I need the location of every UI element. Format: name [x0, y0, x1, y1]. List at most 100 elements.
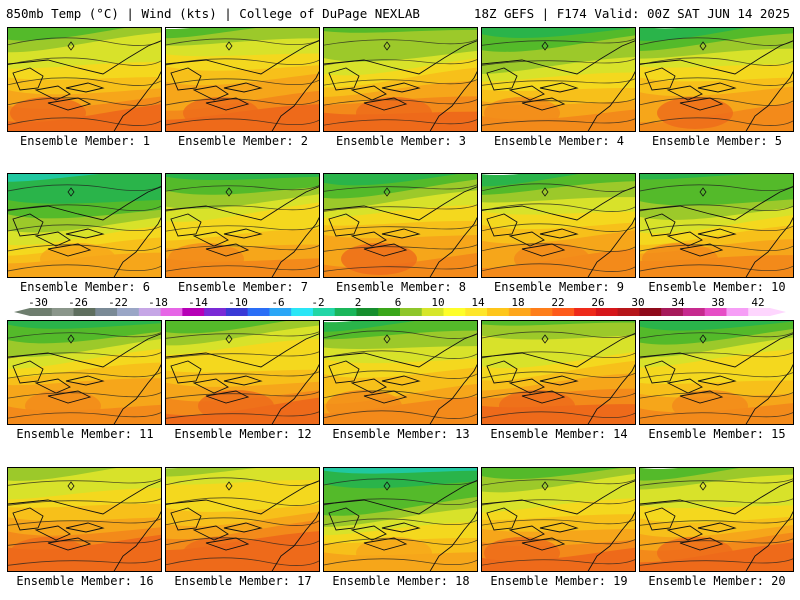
coastline — [745, 216, 793, 277]
wind-streamline — [166, 58, 319, 66]
colorbar-tick-label: 14 — [471, 296, 485, 309]
lake-outline — [350, 85, 387, 101]
wind-streamline — [324, 498, 477, 506]
border-line — [482, 186, 635, 221]
map-panel — [639, 173, 794, 278]
panel-label: Ensemble Member: 5 — [651, 134, 783, 148]
lake-outline — [539, 82, 579, 93]
wind-streamline — [324, 350, 477, 359]
lake-outline — [486, 360, 518, 384]
colorbar-segment — [204, 308, 227, 316]
border-line — [324, 40, 477, 75]
lake-outline — [644, 213, 676, 237]
station-marker — [541, 334, 549, 344]
wind-streamline — [166, 245, 319, 252]
wind-streamline — [8, 77, 161, 86]
lake-outline — [350, 525, 387, 541]
colorbar-segment — [465, 308, 488, 316]
wind-streamline — [482, 479, 635, 486]
colorbar-segment — [160, 308, 183, 316]
lake-outline — [34, 378, 71, 394]
lake-outline — [381, 228, 421, 239]
station-marker — [699, 481, 707, 491]
colorbar-segment — [269, 308, 292, 316]
wind-streamline — [324, 204, 477, 212]
lake-outline — [12, 360, 44, 384]
lake-outline — [350, 231, 387, 247]
wind-streamline — [640, 332, 793, 339]
wind-streamline — [166, 331, 319, 339]
colorbar-segment — [530, 308, 553, 316]
lake-outline — [170, 67, 202, 91]
colorbar-segment — [117, 308, 140, 316]
wind-streamline — [640, 558, 793, 566]
border-line — [166, 186, 319, 221]
lake-outline — [192, 378, 229, 394]
wind-streamline — [166, 78, 319, 86]
station-marker — [541, 481, 549, 491]
panel-label: Ensemble Member: 20 — [648, 574, 786, 588]
wind-streamline — [640, 244, 793, 252]
border-line — [640, 40, 793, 75]
colorbar-tick-label: -30 — [28, 296, 48, 309]
wind-streamline — [324, 244, 477, 252]
wind-streamline — [482, 519, 635, 526]
wind-streamline — [8, 332, 161, 339]
wind-streamline — [482, 243, 635, 252]
wind-streamline — [8, 558, 161, 566]
map-panel — [7, 320, 162, 425]
border-line — [482, 40, 635, 75]
colorbar-tick-label: 30 — [631, 296, 644, 309]
panel-label: Ensemble Member: 3 — [335, 134, 467, 148]
panel-label: Ensemble Member: 7 — [177, 280, 309, 294]
map-panel — [481, 27, 636, 132]
map-panel — [7, 27, 162, 132]
wind-streamline — [8, 57, 161, 66]
colorbar-segment — [30, 308, 53, 316]
wind-streamline — [640, 77, 793, 86]
colorbar-segment — [225, 308, 249, 316]
colorbar-segment — [378, 308, 401, 316]
lake-outline — [679, 390, 724, 404]
panel-label: Ensemble Member: 18 — [332, 574, 470, 588]
lake-outline — [666, 525, 703, 541]
colorbar-tick-label: -2 — [311, 296, 324, 309]
border-line — [324, 333, 477, 368]
lake-outline — [697, 82, 737, 93]
colorbar-tick-label: 38 — [711, 296, 724, 309]
lake-outline — [363, 390, 408, 404]
wind-streamline — [166, 225, 319, 232]
wind-streamline — [324, 99, 477, 106]
warm-core — [499, 390, 575, 422]
station-marker — [541, 41, 549, 51]
wind-streamline — [166, 185, 319, 192]
panel-label: Ensemble Member: 1 — [19, 134, 151, 148]
lake-outline — [65, 375, 105, 386]
lake-outline — [666, 231, 703, 247]
panel-label: Ensemble Member: 6 — [19, 280, 151, 294]
map-panel — [323, 320, 478, 425]
border-line — [324, 480, 477, 515]
coastline — [113, 510, 161, 571]
map-panel — [165, 173, 320, 278]
lake-outline — [679, 97, 724, 111]
lake-outline — [697, 228, 737, 239]
border-line — [640, 480, 793, 515]
wind-streamline — [482, 263, 635, 272]
wind-streamline — [324, 39, 477, 46]
colorbar-segment — [552, 308, 575, 316]
map-panel — [639, 27, 794, 132]
panel-label: Ensemble Member: 19 — [490, 574, 628, 588]
lake-outline — [223, 228, 263, 239]
station-marker — [383, 187, 391, 197]
warm-core — [657, 97, 733, 129]
lake-outline — [12, 507, 44, 531]
lake-outline — [539, 228, 579, 239]
wind-streamline — [482, 98, 635, 106]
coastline — [587, 510, 635, 571]
colorbar-segment — [617, 308, 640, 316]
lake-outline — [223, 82, 263, 93]
warm-core — [514, 243, 590, 275]
colorbar-tick-label: 2 — [355, 296, 362, 309]
header-title: 850mb Temp (°C) | Wind (kts) | College o… — [6, 6, 420, 21]
